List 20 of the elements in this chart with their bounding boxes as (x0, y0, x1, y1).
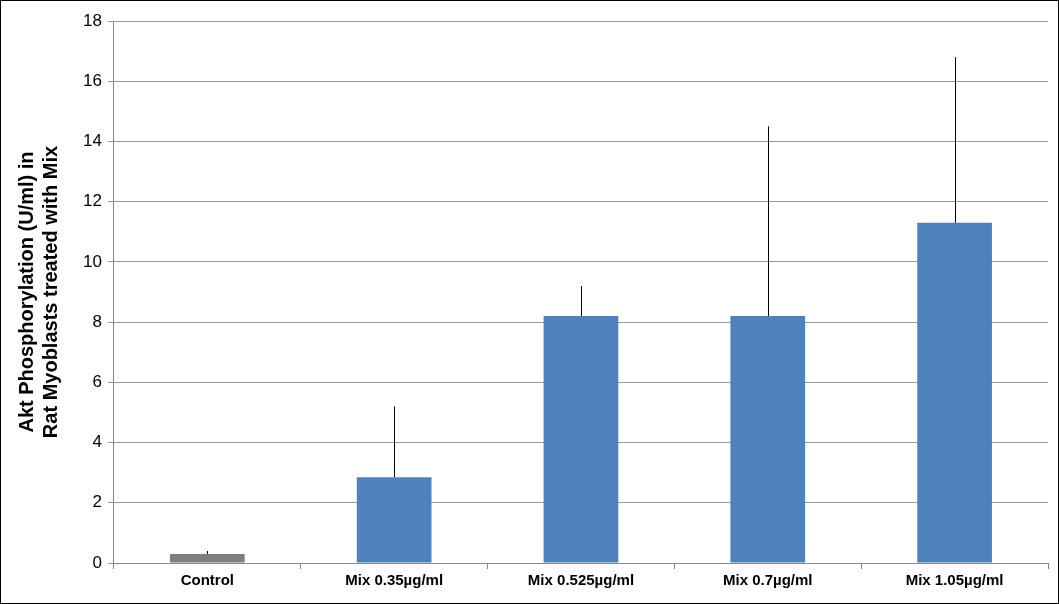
bar (543, 316, 619, 563)
y-tick-label: 18 (82, 10, 102, 30)
y-tick-label: 16 (82, 70, 102, 90)
y-tick-label: 6 (92, 372, 102, 392)
y-tick-label: 10 (82, 251, 102, 271)
bar (730, 316, 806, 563)
y-tick-label: 14 (82, 131, 102, 151)
y-tick-label: 2 (92, 492, 102, 512)
x-tick-label: Mix 0.525µg/ml (527, 571, 635, 589)
y-tick-label: 12 (82, 191, 102, 211)
x-tick-label: Mix 0.7µg/ml (723, 571, 813, 589)
y-tick-label: 8 (92, 311, 102, 331)
y-tick-label: 0 (92, 552, 102, 572)
x-tick-label: Mix 0.35µg/ml (345, 571, 444, 589)
x-tick-label: Control (180, 571, 234, 589)
bar (356, 477, 432, 563)
y-axis-title: Akt Phosphorylation (U/ml) in Rat Myoblasts treated with Mix (14, 145, 61, 439)
y-tick-label: 4 (92, 432, 102, 452)
x-tick-label: Mix 1.05µg/ml (905, 571, 1004, 589)
bar (917, 222, 992, 563)
